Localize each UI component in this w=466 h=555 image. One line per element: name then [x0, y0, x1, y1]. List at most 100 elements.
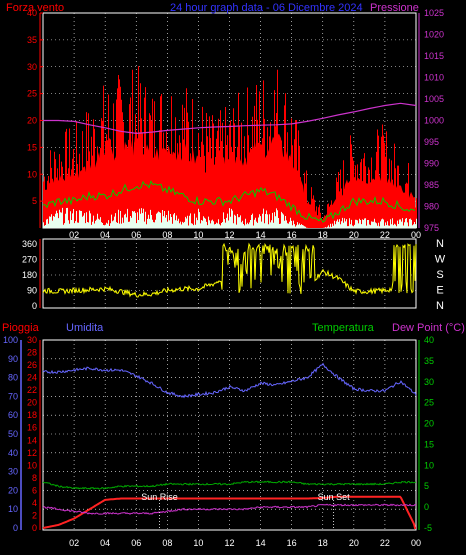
- rain-series: [42, 495, 416, 529]
- tick-label: 90: [27, 286, 37, 296]
- compass-label: S: [436, 269, 443, 281]
- chart-title: 24 hour graph data - 06 Dicembre 2024: [170, 2, 363, 14]
- tick-label: 28: [27, 348, 37, 358]
- time-axis-bottom: 02 04 06 08 10 12 14 16 18 20 22 00: [69, 538, 421, 548]
- tick-label: 180: [22, 270, 37, 280]
- tick-label: 0: [13, 523, 18, 533]
- temperature-axis: -5 0 5 10 15 20 25 30 35 40: [418, 335, 434, 533]
- tick-label: 990: [424, 159, 439, 169]
- wind-axis-title: Forza vento: [6, 2, 65, 14]
- tick-label: 02: [69, 230, 79, 240]
- time-axis-top: 02 04 06 08 10 12 14 16 18 20 22 00: [69, 230, 421, 240]
- tick-label: 22: [27, 385, 37, 395]
- tick-label: 1025: [424, 8, 444, 18]
- tick-label: 40: [424, 335, 434, 345]
- tick-label: 22: [380, 230, 390, 240]
- tick-label: 16: [287, 538, 297, 548]
- compass-label: E: [436, 285, 443, 297]
- tick-label: 1005: [424, 94, 444, 104]
- compass-label: N: [436, 300, 444, 312]
- direction-panel-marks: [42, 242, 417, 298]
- tick-label: 15: [27, 142, 37, 152]
- tick-label: 14: [256, 230, 266, 240]
- tick-label: 100: [3, 335, 18, 345]
- tick-label: 0: [32, 301, 37, 311]
- tick-label: 40: [27, 8, 37, 18]
- humidity-panel-marks: Sun Rise Sun Set: [42, 362, 417, 529]
- direction-axis: 0 90 180 270 360: [22, 239, 41, 311]
- temperature-series: [42, 480, 417, 490]
- tick-label: 35: [27, 35, 37, 45]
- wind-speed-axis: 5 10 15 20 25 30 35 40: [27, 8, 43, 228]
- tick-label: 24: [27, 373, 37, 383]
- tick-label: 08: [162, 538, 172, 548]
- tick-label: 22: [380, 538, 390, 548]
- tick-label: 20: [349, 538, 359, 548]
- tick-label: 40: [8, 448, 18, 458]
- tick-label: 70: [8, 391, 18, 401]
- tick-label: 1010: [424, 73, 444, 83]
- tick-label: 18: [318, 230, 328, 240]
- pressure-series: [43, 102, 417, 135]
- sunrise-label: Sun Rise: [141, 492, 178, 502]
- tick-label: 20: [8, 485, 18, 495]
- tick-label: 04: [100, 230, 110, 240]
- tick-label: 30: [424, 377, 434, 387]
- tick-label: 10: [27, 169, 37, 179]
- tick-label: 0: [32, 523, 37, 533]
- wind-direction-series: [42, 242, 417, 298]
- tick-label: 975: [424, 223, 439, 233]
- humidity-axis-title: Umidita: [66, 322, 104, 334]
- rain-axis-title: Pioggia: [2, 322, 39, 334]
- tick-label: 20: [27, 116, 37, 126]
- compass-label: W: [435, 254, 446, 266]
- tick-label: 0: [424, 502, 429, 512]
- tick-label: 12: [224, 538, 234, 548]
- tick-label: 20: [27, 398, 37, 408]
- tick-label: 14: [256, 538, 266, 548]
- tick-label: 6: [32, 485, 37, 495]
- tick-label: 30: [27, 335, 37, 345]
- tick-label: 1020: [424, 30, 444, 40]
- tick-label: 8: [32, 473, 37, 483]
- tick-label: 10: [193, 538, 203, 548]
- temperature-axis-title: Temperatura: [312, 322, 374, 334]
- tick-label: 80: [8, 373, 18, 383]
- tick-label: 10: [424, 460, 434, 470]
- tick-label: 5: [424, 481, 429, 491]
- humidity-series: [42, 362, 417, 399]
- tick-label: 35: [424, 356, 434, 366]
- tick-label: 06: [131, 230, 141, 240]
- tick-label: 26: [27, 360, 37, 370]
- pressure-axis: 975 980 985 990 995 1000 1005 1010 1015 1020 1025: [418, 8, 444, 233]
- tick-label: 04: [100, 538, 110, 548]
- sunset-label: Sun Set: [318, 492, 351, 502]
- tick-label: 980: [424, 202, 439, 212]
- tick-label: 00: [411, 230, 421, 240]
- wind-panel-marks: [43, 66, 417, 228]
- tick-label: 30: [27, 62, 37, 72]
- tick-label: 12: [224, 230, 234, 240]
- tick-label: 25: [27, 89, 37, 99]
- tick-label: 16: [27, 423, 37, 433]
- dewpoint-series: [42, 503, 417, 515]
- tick-label: 2: [32, 510, 37, 520]
- tick-label: 16: [287, 230, 297, 240]
- pressure-axis-title: Pressione: [370, 2, 419, 14]
- tick-label: 20: [349, 230, 359, 240]
- tick-label: 12: [27, 448, 37, 458]
- direction-panel-frame: [42, 238, 417, 309]
- tick-label: 08: [162, 230, 172, 240]
- tick-label: 10: [27, 460, 37, 470]
- dewpoint-axis-title: Dew Point (°C): [392, 322, 465, 334]
- tick-label: -5: [424, 523, 432, 533]
- tick-label: 10: [8, 504, 18, 514]
- tick-label: 90: [8, 354, 18, 364]
- tick-label: 10: [193, 230, 203, 240]
